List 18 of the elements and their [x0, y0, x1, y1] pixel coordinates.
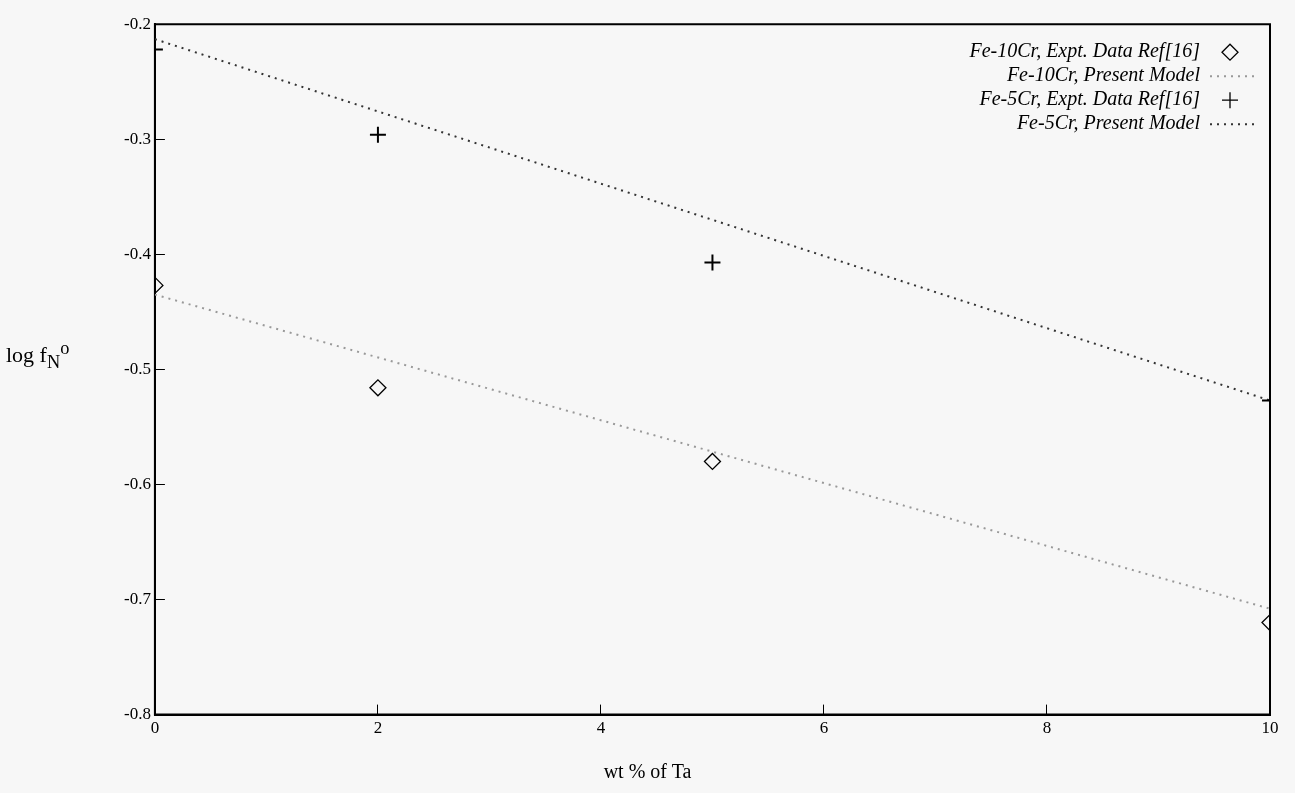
y-tick-label: -0.3: [123, 128, 151, 148]
legend-label: Fe-10Cr, Present Model: [1005, 63, 1201, 86]
x-tick-label: 6: [819, 718, 829, 738]
x-tick-label: 8: [1042, 718, 1052, 738]
y-tick-label: -0.8: [123, 704, 151, 724]
y-tick-label: -0.2: [123, 13, 151, 33]
legend-label: Fe-5Cr, Present Model: [1015, 111, 1201, 134]
x-tick-label: 4: [596, 718, 606, 738]
legend-label: Fe-5Cr, Expt. Data Ref[16]: [978, 87, 1200, 111]
x-tick-label: 10: [1261, 718, 1279, 738]
y-tick-label: -0.6: [123, 473, 151, 493]
y-tick-label: -0.7: [123, 589, 152, 608]
legend-label: Fe-10Cr, Expt. Data Ref[16]: [968, 39, 1200, 63]
x-tick-label: 2: [373, 718, 383, 738]
y-tick-label: -0.4: [123, 243, 152, 263]
x-axis-title: wt % of Ta: [602, 760, 693, 783]
y-tick-label: -0.5: [123, 358, 151, 378]
x-tick-label: 0: [150, 718, 160, 738]
